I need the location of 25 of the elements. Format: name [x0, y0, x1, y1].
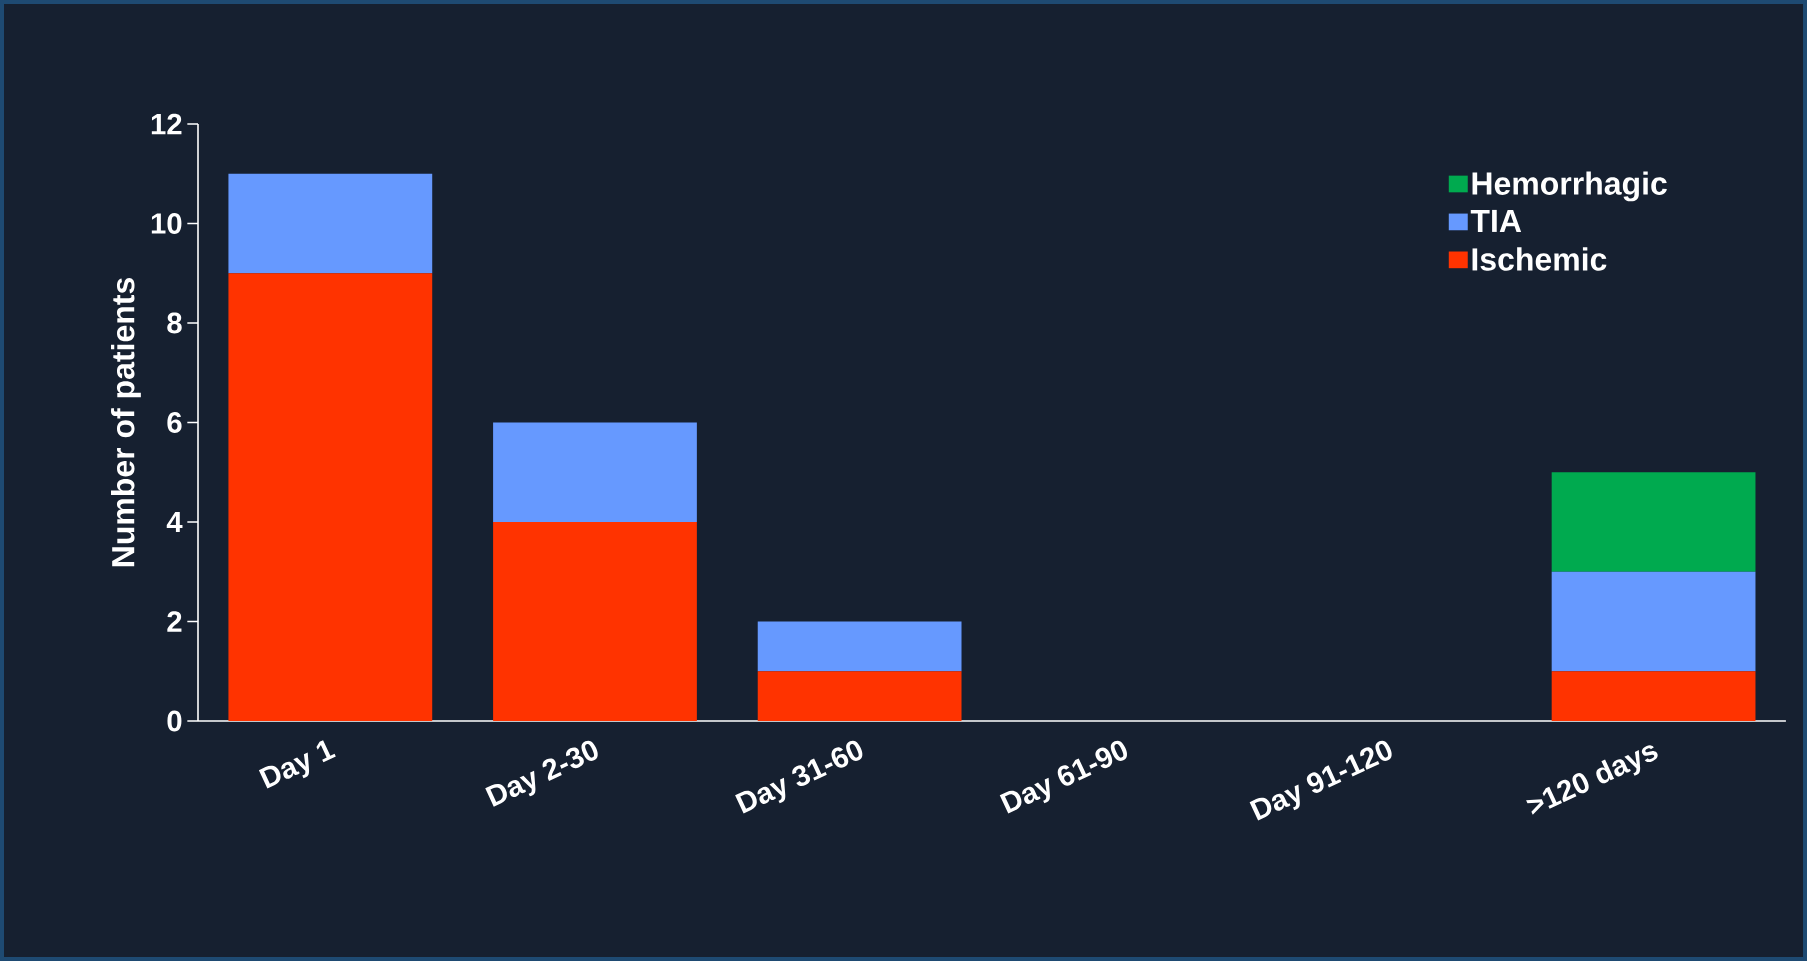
- bar: [757, 671, 962, 721]
- bar: [757, 621, 962, 672]
- x-tick-label: Day 61-90: [999, 740, 1128, 814]
- y-axis-title: Number of patients: [111, 278, 141, 567]
- y-tick-label: 4: [166, 511, 183, 533]
- bar: [228, 273, 433, 721]
- y-tick-label: 8: [167, 312, 182, 334]
- y-tick-label: 10: [151, 213, 182, 234]
- x-tick-label: Day 2-30: [485, 740, 598, 807]
- bar: [1551, 472, 1756, 572]
- y-tick-label: 0: [167, 710, 182, 732]
- x-tick-label: Day 1: [258, 740, 336, 789]
- x-tick-label: >120 days: [1526, 745, 1658, 815]
- y-tick-label: 12: [151, 113, 182, 135]
- bar: [493, 522, 697, 721]
- bar: [1551, 671, 1756, 721]
- legend-label: Hemorrhagic: [1472, 171, 1667, 202]
- bar: [493, 422, 697, 522]
- bar: [1551, 571, 1756, 672]
- y-tick-label: 2: [167, 611, 182, 632]
- x-tick-label: Day 31-60: [735, 740, 863, 814]
- legend-label: Ischemic: [1472, 247, 1607, 271]
- y-tick-label: 6: [167, 412, 182, 433]
- legend-label: TIA: [1470, 209, 1522, 232]
- bar: [228, 173, 433, 274]
